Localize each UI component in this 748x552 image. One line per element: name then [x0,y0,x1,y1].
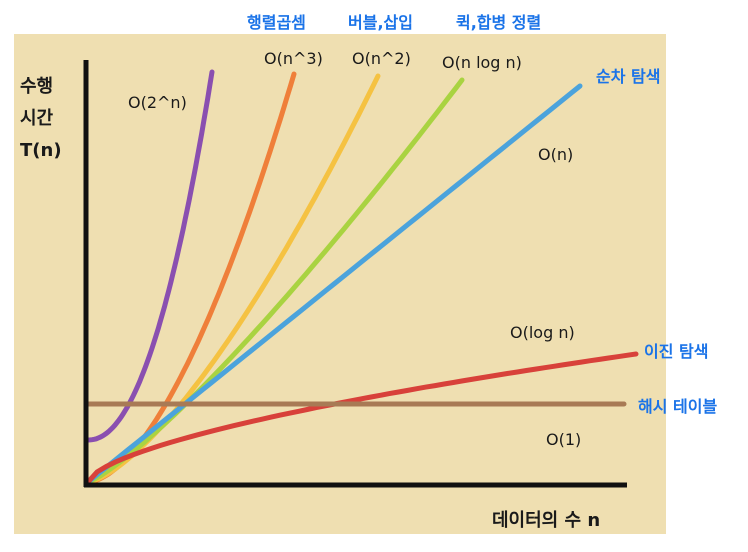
series-label-linearithmic: O(n log n) [442,53,522,72]
note-quick-merge-sort: 퀵,합병 정렬 [456,13,541,32]
series-label-quadratic: O(n^2) [352,49,411,68]
y-axis-title-line-3: T(n) [20,140,62,161]
curve-exponential [85,69,215,443]
series-label-cubic: O(n^3) [264,49,323,68]
y-axis-title-line-1: 수행 [20,76,53,97]
curve-linear [85,83,583,485]
series-label-linear: O(n) [538,145,573,164]
note-matrix-multiplication: 행렬곱셈 [247,13,306,32]
curve-logarithmic [85,351,639,485]
series-label-exponential: O(2^n) [128,93,187,112]
note-bubble-insertion: 버블,삽입 [348,13,413,32]
note-hash-table: 해시 테이블 [638,397,717,416]
plot-background [14,34,666,534]
note-sequential-search: 순차 탐색 [596,67,660,86]
x-axis-title: 데이터의 수 n [492,510,600,531]
curve-linearithmic [85,77,465,485]
series-label-logarithmic: O(log n) [510,323,575,342]
y-axis-title-line-2: 시간 [20,108,54,129]
note-binary-search: 이진 탐색 [644,342,708,361]
curves-group [85,69,639,485]
series-label-constant: O(1) [546,430,581,449]
